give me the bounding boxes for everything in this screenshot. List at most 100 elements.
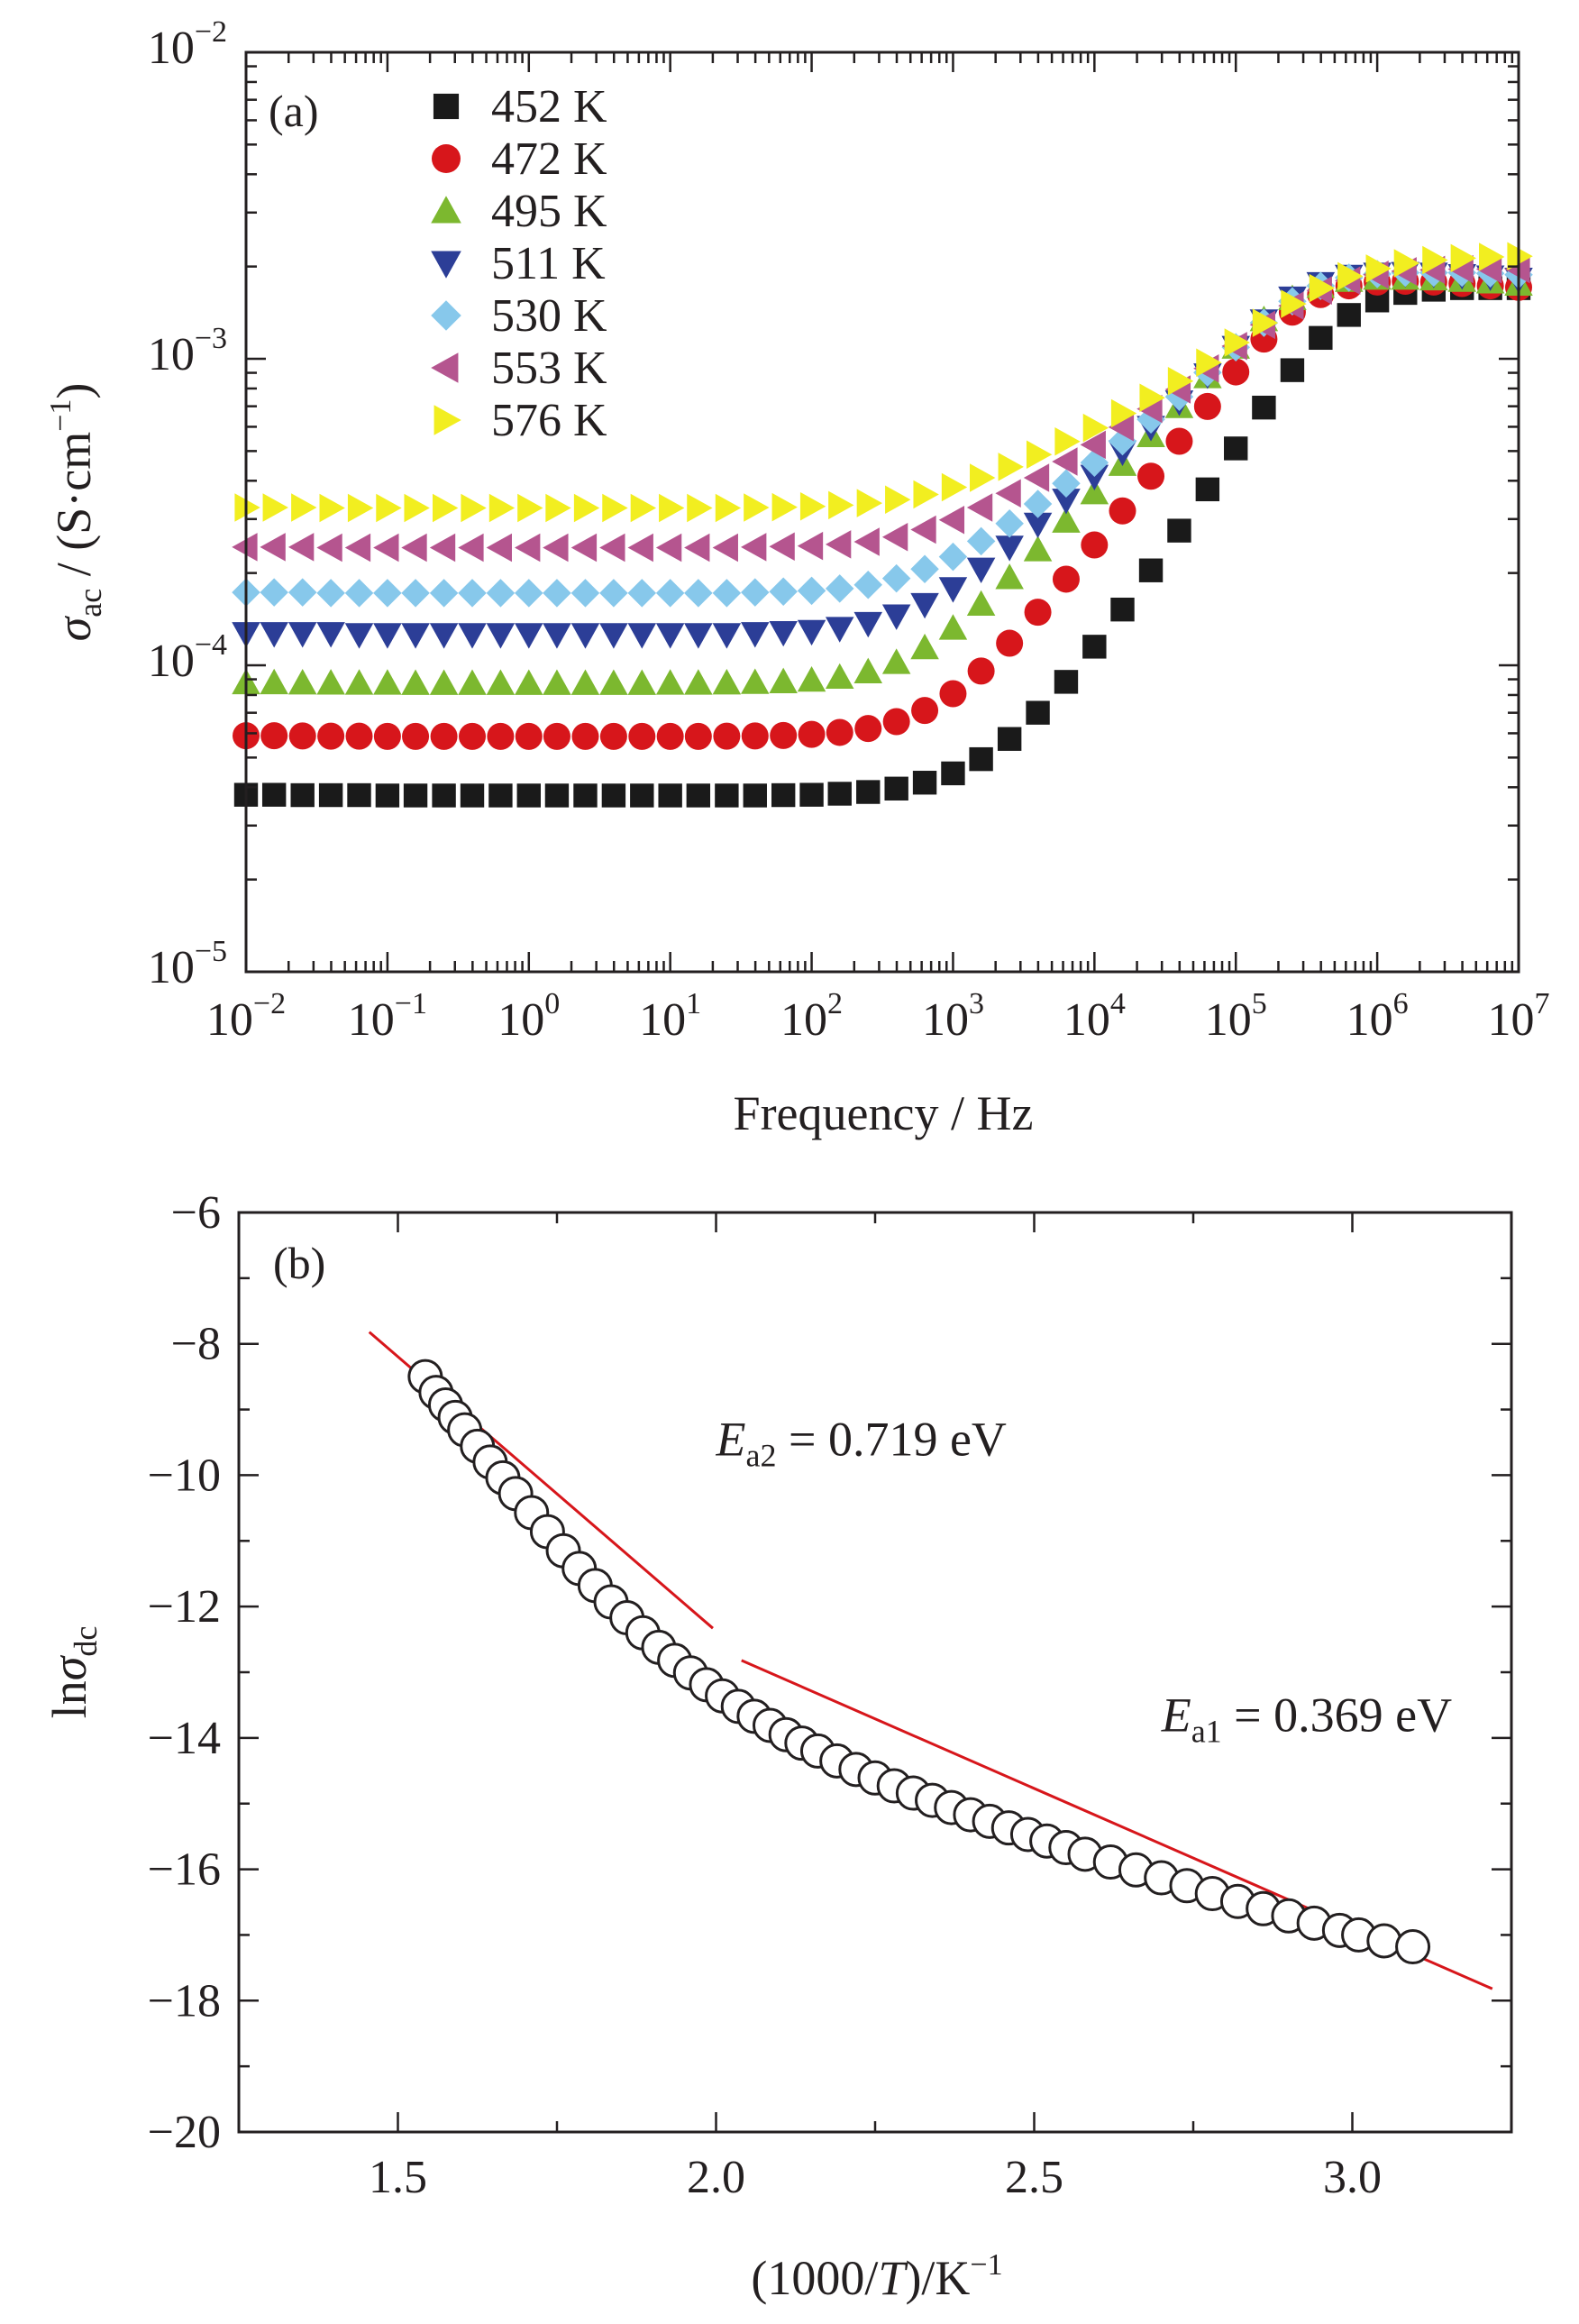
data-point-576-k bbox=[913, 480, 939, 509]
x-tick-label: 103 bbox=[922, 987, 984, 1046]
legend-label: 495 K bbox=[491, 186, 607, 237]
data-point-576-k bbox=[517, 493, 543, 523]
panel-b-x-tick-labels: 1.5 2.0 2.5 3.0 bbox=[369, 2152, 1382, 2203]
data-point-530-k bbox=[938, 542, 968, 572]
data-point-511-k bbox=[712, 623, 742, 649]
data-point-495-k bbox=[1080, 479, 1109, 505]
panel-b-x-axis-pre: (1000/ bbox=[751, 2251, 878, 2305]
data-point-576-k bbox=[1309, 273, 1336, 303]
data-point-495-k bbox=[316, 669, 345, 695]
panel-b-x-axis-title: (1000/T)/K−1 bbox=[751, 2248, 1002, 2305]
y-tick-label: −8 bbox=[171, 1319, 221, 1370]
x-tick-label: 105 bbox=[1205, 987, 1267, 1046]
data-point-452-k bbox=[743, 783, 767, 808]
data-point-452-k bbox=[715, 783, 739, 808]
data-point-452-k bbox=[1167, 518, 1191, 543]
panel-b-y-axis-title: lnσdc bbox=[42, 1626, 104, 1719]
legend-label: 553 K bbox=[491, 343, 607, 394]
data-point-495-k bbox=[881, 648, 911, 674]
data-point-472-k bbox=[543, 722, 570, 750]
panel-b-label: (b) bbox=[273, 1238, 325, 1288]
y-tick-label: −10 bbox=[148, 1450, 221, 1501]
data-point-576-k bbox=[856, 489, 883, 517]
data-point-530-k bbox=[288, 578, 317, 607]
data-point-472-k bbox=[911, 697, 939, 725]
data-point-553-k bbox=[741, 533, 767, 562]
data-point-576-k bbox=[1393, 249, 1420, 278]
data-point-472-k bbox=[1052, 565, 1080, 593]
panel-b: 1.5 2.0 2.5 3.0 −20−18−16−14−12−10−8−6 (b) … bbox=[42, 1187, 1513, 2305]
y-tick-label: 10−5 bbox=[148, 935, 227, 993]
data-point-576-k bbox=[771, 492, 798, 522]
panel-b-plot-frame bbox=[237, 1211, 1513, 2134]
data-point-472-k bbox=[515, 722, 543, 750]
y-tick-label: −6 bbox=[171, 1187, 221, 1239]
x-tick-label: 2.5 bbox=[1005, 2152, 1063, 2203]
data-point-576-k bbox=[376, 493, 402, 523]
data-point-495-k bbox=[655, 669, 685, 695]
data-point-576-k bbox=[1450, 243, 1476, 273]
data-point-511-k bbox=[1080, 464, 1109, 490]
data-point-553-k bbox=[1108, 413, 1135, 442]
x-tick-label: 102 bbox=[780, 987, 843, 1046]
data-point-495-k bbox=[486, 669, 516, 695]
series-452-k bbox=[233, 276, 1531, 808]
data-point-452-k bbox=[771, 782, 796, 808]
data-point-553-k bbox=[373, 533, 399, 563]
data-point-452-k bbox=[432, 783, 456, 808]
data-point-530-k bbox=[825, 574, 854, 603]
panel-a-y-axis-unit-exponent: −1 bbox=[44, 399, 78, 432]
data-point-530-k bbox=[260, 578, 288, 607]
data-point-511-k bbox=[881, 604, 911, 630]
data-point-495-k bbox=[825, 663, 854, 690]
data-point-553-k bbox=[1475, 254, 1502, 284]
data-point-576-k bbox=[687, 493, 713, 523]
data-point-553-k bbox=[401, 533, 427, 563]
data-point-452-k bbox=[1337, 303, 1361, 327]
data-point-553-k bbox=[769, 532, 795, 562]
data-point-530-k bbox=[515, 579, 543, 608]
data-point bbox=[1366, 1923, 1402, 1959]
data-point-530-k bbox=[853, 571, 883, 599]
data-point-576-k bbox=[998, 453, 1024, 481]
x-tick-label: 10−1 bbox=[348, 987, 427, 1046]
data-point-452-k bbox=[1224, 436, 1248, 461]
annotation-ea1: Ea1 = 0.369 eV bbox=[1161, 1688, 1452, 1750]
data-point-576-k bbox=[404, 493, 430, 523]
legend-label: 452 K bbox=[491, 81, 607, 133]
data-point-553-k bbox=[1023, 463, 1050, 492]
data-point-511-k bbox=[486, 623, 516, 649]
data-point-495-k bbox=[373, 669, 402, 695]
panel-b-y-tick-labels: −20 −18 −16 −14 −12 −10 −8 −6 bbox=[148, 1187, 221, 2158]
data-point-452-k bbox=[1195, 477, 1220, 502]
legend-label: 576 K bbox=[491, 395, 607, 446]
data-point-472-k bbox=[599, 722, 627, 750]
data-point-530-k bbox=[684, 579, 713, 608]
data-point-530-k bbox=[458, 579, 487, 608]
data-point-576-k bbox=[1082, 413, 1109, 443]
data-point-530-k bbox=[401, 579, 430, 608]
panel-a-y-tick-labels: 10−5 10−4 10−3 10−2 bbox=[148, 15, 227, 993]
data-point-472-k bbox=[430, 722, 458, 750]
panel-b-x-axis-post: )/K bbox=[905, 2251, 970, 2305]
data-point-452-k bbox=[1110, 597, 1135, 622]
legend-item-495-k: 495 K bbox=[431, 186, 607, 237]
y-tick-label: −14 bbox=[148, 1713, 221, 1764]
data-point-495-k bbox=[458, 669, 487, 695]
data-point-452-k bbox=[884, 776, 908, 801]
data-point-452-k bbox=[1252, 395, 1276, 420]
data-point-553-k bbox=[543, 533, 569, 563]
data-point-472-k bbox=[882, 708, 910, 736]
data-point-553-k bbox=[938, 506, 965, 535]
panel-a-data-marks bbox=[232, 242, 1533, 808]
data-point-576-k bbox=[828, 490, 854, 520]
data-point-452-k bbox=[290, 782, 315, 808]
data-point-472-k bbox=[798, 720, 826, 748]
data-point-576-k bbox=[573, 493, 600, 523]
data-point-452-k bbox=[686, 783, 711, 808]
legend-label: 511 K bbox=[491, 238, 606, 289]
data-point-576-k bbox=[1139, 383, 1165, 413]
data-point-576-k bbox=[234, 493, 260, 522]
data-point-495-k bbox=[1052, 507, 1081, 533]
panel-a-y-axis-unit-close: ) bbox=[47, 383, 101, 399]
